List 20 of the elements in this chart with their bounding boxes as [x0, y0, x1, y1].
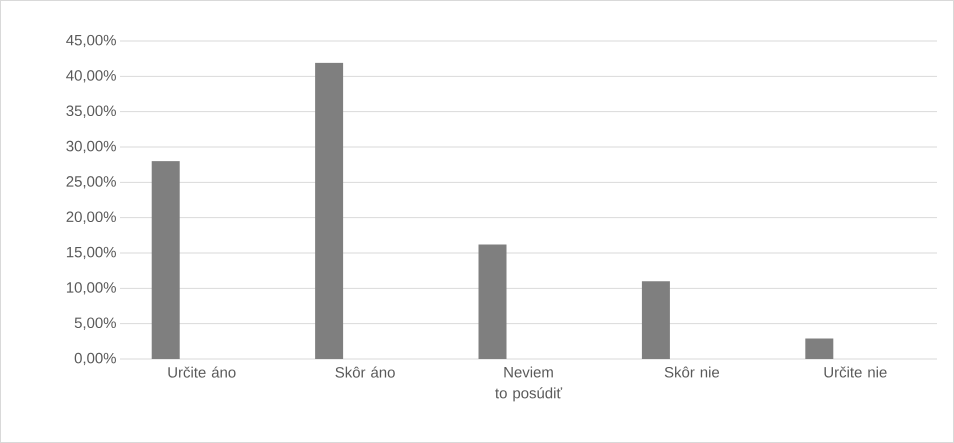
y-tick-label: 45,00%	[66, 34, 116, 48]
y-tick-label: 15,00%	[66, 246, 116, 260]
x-tick-label: Skôr nie	[664, 366, 720, 378]
bar	[642, 281, 670, 359]
bar	[805, 338, 834, 359]
x-tick-label: Určite áno	[168, 366, 236, 378]
x-tick-label: Určite nie	[824, 366, 887, 378]
y-tick-label: 0,00%	[74, 352, 116, 366]
bar	[315, 62, 344, 359]
x-tick-label: Skôr áno	[335, 366, 395, 378]
x-tick-label: Neviem to posúdiť	[495, 366, 562, 402]
y-tick-label: 30,00%	[66, 140, 116, 154]
bar	[478, 244, 507, 359]
y-tick-label: 25,00%	[66, 176, 116, 188]
y-tick-label: 40,00%	[66, 70, 116, 82]
y-tick-label: 5,00%	[74, 317, 116, 330]
y-tick-label: 10,00%	[66, 282, 116, 294]
y-tick-label: 35,00%	[66, 105, 116, 118]
bar	[152, 161, 180, 359]
y-tick-label: 20,00%	[66, 211, 116, 224]
